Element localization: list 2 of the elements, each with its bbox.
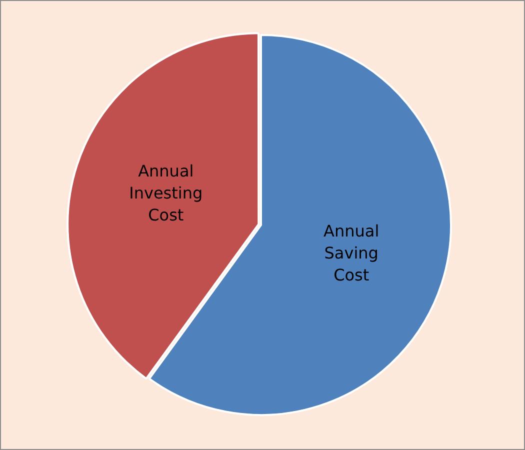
slice-label: Annual Investing Cost [129,161,203,224]
slice-label: Annual Saving Cost [324,222,380,285]
